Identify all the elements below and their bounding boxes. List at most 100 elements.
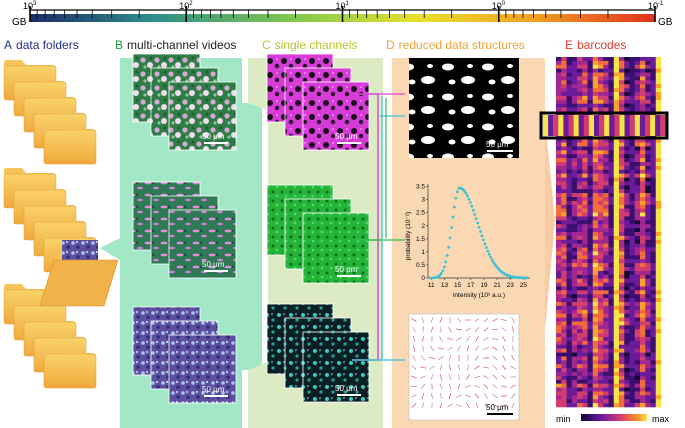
- barcode-cell: [587, 305, 594, 311]
- barcode-cell: [603, 403, 609, 408]
- barcode-cell: [608, 364, 615, 369]
- barcode-cell: [624, 146, 630, 151]
- barcode-cell: [619, 247, 625, 252]
- barcode-cell: [629, 255, 636, 260]
- barcode-cell: [608, 290, 615, 295]
- barcode-cell: [624, 154, 630, 159]
- barcode-cell: [613, 142, 620, 147]
- barcode-cell: [561, 364, 567, 369]
- barcode-cell: [556, 270, 562, 276]
- barcode-cell: [624, 278, 630, 283]
- barcode-cell: [598, 364, 604, 369]
- vector-arrow: [411, 318, 417, 322]
- barcode-cell: [645, 92, 651, 97]
- barcode-cell: [608, 72, 615, 77]
- barcode-cell: [624, 177, 630, 182]
- barcode-cell: [592, 333, 599, 338]
- barcode-cell: [650, 309, 657, 314]
- barcode-cell: [640, 383, 646, 388]
- barcode-cell: [566, 344, 573, 349]
- barcode-cell: [582, 235, 588, 241]
- vector-arrow: [430, 326, 434, 333]
- barcode-cell: [571, 177, 578, 182]
- barcode-cell: [608, 158, 615, 163]
- barcode-cell: [571, 399, 578, 404]
- barcode-cell: [613, 232, 620, 237]
- barcode-cell: [650, 399, 657, 404]
- barcode-cell: [608, 80, 615, 85]
- barcode-cell: [603, 302, 609, 307]
- plot-point: [492, 260, 495, 264]
- barcode-cell: [592, 321, 599, 326]
- barcode-cell: [634, 375, 641, 381]
- barcode-cell: [613, 298, 620, 303]
- folder-preview: [39, 240, 119, 307]
- vector-arrow: [491, 338, 499, 340]
- barcode-cell: [619, 329, 625, 334]
- barcode-cell: [592, 352, 599, 357]
- barcode-cell: [619, 259, 625, 264]
- barcode-cell: [577, 251, 583, 256]
- barcode-cell: [582, 60, 588, 66]
- barcode-cell: [598, 383, 604, 388]
- barcode-cell: [629, 162, 636, 167]
- barcode-cell: [598, 208, 604, 213]
- barcode-cell: [634, 305, 641, 311]
- barcode-cell: [650, 60, 657, 66]
- barcode-cell: [608, 368, 615, 373]
- barcode-cell: [592, 364, 599, 369]
- barcode-cell: [561, 309, 567, 314]
- barcode-cell: [603, 60, 609, 66]
- barcode-cell: [582, 64, 588, 69]
- barcode-cell: [624, 329, 630, 334]
- barcode-cell: [613, 375, 620, 381]
- barcode-cell: [655, 154, 662, 159]
- barcode-cell: [561, 138, 567, 143]
- barcode-cell: [655, 76, 662, 81]
- barcode-cell: [592, 80, 599, 85]
- barcode-cell: [561, 270, 567, 276]
- barcode-cell: [655, 146, 662, 151]
- barcode-cell: [556, 356, 562, 361]
- barcode-cell: [561, 317, 567, 322]
- barcode-cell: [640, 348, 646, 353]
- barcode-cell: [587, 158, 594, 163]
- barcode-cell: [640, 228, 646, 233]
- barcode-cell: [650, 340, 657, 346]
- connector-brackets: [352, 93, 405, 361]
- barcode-cell: [582, 325, 588, 330]
- barcode-cell: [619, 189, 625, 194]
- barcode-cell: [566, 321, 573, 326]
- barcode-cell: [587, 247, 594, 252]
- barcode-cell: [629, 95, 636, 101]
- vector-arrow: [465, 394, 471, 398]
- panel-a-label: data folders: [16, 38, 79, 52]
- barcode-cell: [650, 185, 657, 190]
- barcode-cell: [650, 64, 657, 69]
- barcode-cell: [624, 142, 630, 147]
- barcode-cell: [556, 60, 562, 66]
- barcode-cell: [603, 142, 609, 147]
- barcode-cell: [571, 185, 578, 190]
- barcode-cell: [624, 189, 630, 194]
- barcode-cell: [624, 150, 630, 155]
- barcode-cell: [624, 286, 630, 291]
- barcode-cell: [571, 383, 578, 388]
- barcode-cell: [582, 403, 588, 408]
- barcode-cell: [645, 305, 651, 311]
- barcode-cell: [561, 294, 567, 299]
- barcode-cell: [582, 399, 588, 404]
- barcode-cell: [587, 243, 594, 248]
- barcode-cell: [634, 95, 641, 101]
- barcode-cell: [587, 103, 594, 108]
- barcode-cell: [556, 57, 562, 62]
- barcode-cell: [650, 298, 657, 303]
- barcode-cell: [619, 251, 625, 256]
- barcode-cell: [629, 76, 636, 81]
- barcode-cell: [650, 232, 657, 237]
- barcode-cell: [650, 181, 657, 186]
- barcode-cell: [556, 251, 562, 256]
- barcode-cell: [561, 146, 567, 151]
- barcode-cell: [655, 185, 662, 190]
